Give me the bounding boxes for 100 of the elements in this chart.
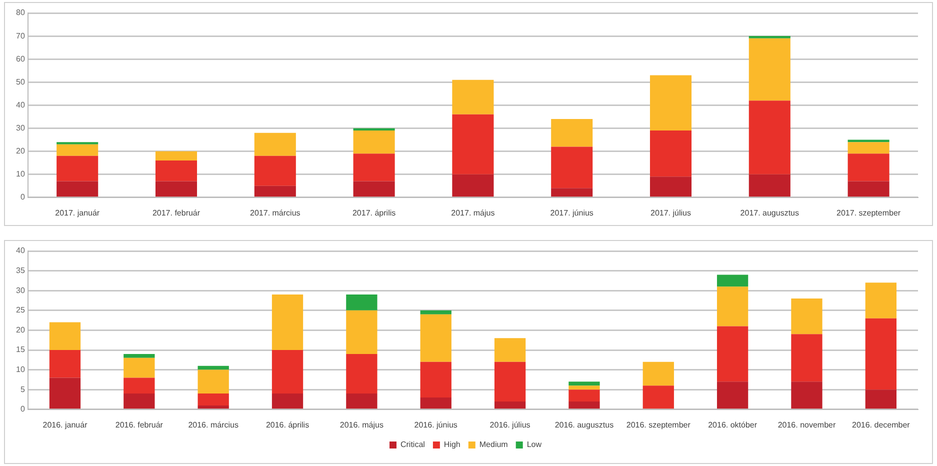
legend-label: Critical [400, 440, 426, 450]
bar [716, 286, 748, 326]
bar [346, 354, 378, 394]
bar [748, 100, 790, 174]
bar [124, 358, 155, 378]
y-tick-label: 70 [16, 31, 26, 40]
y-tick-label: 20 [16, 325, 26, 334]
bar [494, 362, 526, 402]
bar [650, 130, 692, 177]
y-tick-label: 50 [16, 77, 26, 86]
bar [124, 394, 155, 409]
y-tick-label: 20 [16, 146, 26, 156]
bar [353, 154, 395, 182]
x-tick-label: 2017. június [550, 208, 594, 218]
bar [56, 144, 98, 156]
bar [346, 294, 378, 310]
bar [198, 366, 229, 370]
bar [452, 114, 494, 174]
bar [272, 394, 304, 409]
bar [848, 142, 890, 154]
bar [198, 405, 229, 409]
bar [420, 314, 452, 362]
bar [155, 151, 198, 161]
bar [716, 274, 748, 287]
bar [420, 398, 452, 409]
x-tick-label: 2016. május [340, 420, 384, 430]
y-tick-label: 15 [16, 345, 26, 354]
bar [124, 378, 155, 394]
bar [124, 354, 155, 358]
bar [568, 401, 600, 409]
bar [272, 350, 304, 394]
y-tick-label: 60 [16, 54, 26, 64]
x-tick-label: 2016. április [266, 420, 310, 430]
bar [551, 119, 593, 147]
x-tick-label: 2017. január [55, 208, 100, 218]
x-tick-label: 2016. július [490, 420, 530, 430]
bar [650, 75, 692, 131]
bar [155, 181, 198, 197]
bar [865, 282, 896, 318]
bar [49, 350, 81, 378]
x-tick-label: 2016. december [852, 420, 910, 430]
bar [254, 132, 296, 156]
y-tick-label: 80 [16, 8, 26, 18]
bar [494, 401, 526, 409]
x-tick-label: 2016. augusztus [554, 420, 614, 430]
bar [254, 156, 296, 186]
x-tick-label: 2017. május [451, 208, 495, 218]
x-tick-label: 2016. november [778, 420, 836, 430]
bar [346, 310, 378, 354]
bar [551, 188, 593, 197]
bar [494, 338, 526, 362]
bar [346, 394, 378, 409]
x-tick-label: 2016. március [188, 420, 238, 430]
bar [420, 362, 452, 398]
bar [716, 382, 748, 409]
bar [650, 176, 692, 197]
x-tick-label: 2017. március [250, 208, 300, 218]
bar [272, 294, 304, 350]
x-tick-label: 2016. október [708, 420, 758, 430]
y-tick-label: 5 [20, 384, 26, 394]
bar [791, 382, 822, 409]
bar [353, 181, 395, 197]
x-tick-label: 2017. szeptember [836, 208, 901, 218]
bar [56, 181, 98, 197]
x-tick-label: 2016. szeptember [626, 420, 691, 430]
bar [791, 298, 822, 334]
bar [353, 130, 395, 154]
bar [848, 154, 890, 182]
bar [848, 181, 890, 197]
x-tick-label: 2016. február [115, 420, 164, 430]
y-tick-label: 40 [16, 100, 26, 110]
bar [56, 156, 98, 182]
legend-label: High [444, 440, 460, 450]
x-tick-label: 2016. június [414, 420, 458, 430]
bar [791, 334, 822, 382]
bar [568, 390, 600, 402]
y-tick-label: 25 [16, 306, 26, 315]
bar [452, 174, 494, 197]
y-tick-label: 0 [20, 192, 26, 202]
bar [642, 362, 674, 386]
bar [198, 370, 229, 394]
bar [716, 326, 748, 382]
y-tick-label: 0 [20, 404, 26, 414]
y-tick-label: 10 [16, 365, 26, 374]
legend-label: Low [526, 440, 542, 450]
bar [198, 394, 229, 406]
bar [568, 386, 600, 390]
bar [748, 38, 790, 101]
y-tick-label: 35 [16, 266, 26, 276]
x-tick-label: 2016. január [42, 420, 88, 430]
bar [254, 186, 296, 197]
bar [452, 80, 494, 114]
bar [420, 310, 452, 314]
bar [642, 386, 674, 409]
bar [865, 390, 896, 409]
bar [865, 318, 896, 390]
y-tick-label: 30 [16, 123, 26, 132]
legend-label: Medium [479, 440, 508, 450]
bar [551, 146, 593, 188]
bar [155, 160, 198, 182]
